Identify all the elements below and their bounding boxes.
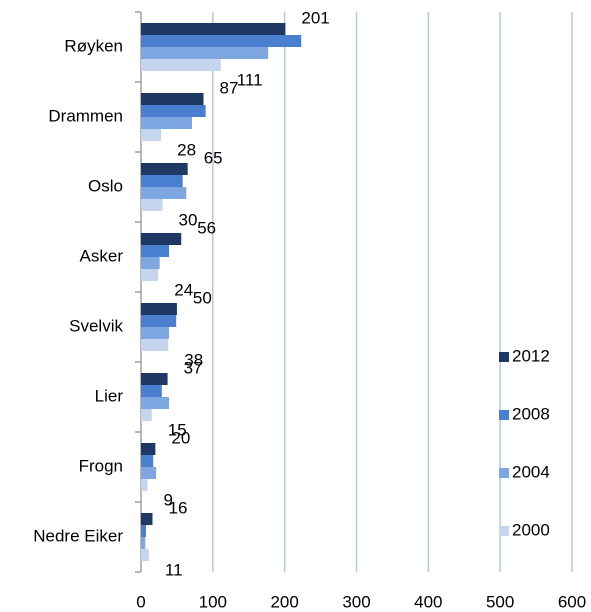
data-label: 30: [179, 210, 198, 229]
data-label: 111: [237, 70, 263, 89]
bar: [141, 455, 154, 467]
bar: [141, 59, 221, 71]
y-tick-label: Svelvik: [69, 316, 123, 335]
data-label: 28: [177, 140, 196, 159]
x-tick-label: 300: [342, 592, 370, 611]
data-label: 65: [204, 148, 223, 167]
bar: [141, 93, 204, 105]
x-tick-label: 500: [486, 592, 514, 611]
bar: [141, 117, 193, 129]
legend-swatch: [499, 526, 509, 536]
legend-swatch: [499, 468, 509, 478]
data-label: 20: [171, 428, 190, 447]
bar: [141, 175, 183, 187]
bar: [141, 257, 160, 269]
bar: [141, 397, 170, 409]
legend-label: 2004: [512, 462, 550, 481]
data-label: 56: [197, 218, 216, 237]
bar: [141, 23, 286, 35]
bar: [141, 537, 146, 549]
data-label: 24: [174, 280, 193, 299]
bar: [141, 187, 187, 199]
legend-label: 2000: [512, 520, 550, 539]
data-label: 37: [184, 358, 203, 377]
bar: [141, 385, 162, 397]
legend-swatch: [499, 410, 509, 420]
bar: [141, 327, 170, 339]
bar: [141, 373, 168, 385]
bar: [141, 443, 156, 455]
bar: [141, 269, 159, 281]
y-tick-label: Asker: [80, 246, 124, 265]
bar: [141, 35, 302, 47]
bar: [141, 479, 148, 491]
bar: [141, 233, 182, 245]
y-tick-label: Oslo: [88, 176, 123, 195]
bar: [141, 303, 177, 315]
bar: [141, 47, 269, 59]
data-label: 11: [165, 560, 183, 579]
bar: [141, 549, 149, 561]
legend-label: 2008: [512, 404, 550, 423]
bar: [141, 129, 162, 141]
x-tick-label: 400: [414, 592, 442, 611]
bar: [141, 315, 177, 327]
y-tick-label: Drammen: [48, 106, 123, 125]
data-label: 16: [168, 498, 187, 517]
data-label: 201: [301, 8, 329, 27]
bar: [141, 245, 170, 257]
data-label: 38: [184, 350, 203, 369]
legend-swatch: [499, 352, 509, 362]
bar: [141, 199, 163, 211]
y-tick-label: Nedre Eiker: [33, 526, 123, 545]
x-tick-label: 200: [270, 592, 298, 611]
y-tick-label: Røyken: [64, 36, 123, 55]
data-label: 50: [193, 288, 212, 307]
bar: [141, 467, 157, 479]
bar: [141, 513, 153, 525]
x-tick-label: 0: [136, 592, 145, 611]
bar: [141, 163, 188, 175]
x-tick-label: 600: [558, 592, 586, 611]
y-tick-label: Frogn: [79, 456, 123, 475]
data-label: 9: [163, 490, 172, 509]
x-tick-label: 100: [199, 592, 227, 611]
data-label: 87: [219, 78, 238, 97]
data-label: 15: [168, 420, 187, 439]
bar: [141, 105, 206, 117]
y-tick-label: Lier: [95, 386, 124, 405]
bar: [141, 339, 169, 351]
bar: [141, 525, 147, 537]
legend-label: 2012: [512, 346, 550, 365]
bar: [141, 409, 152, 421]
